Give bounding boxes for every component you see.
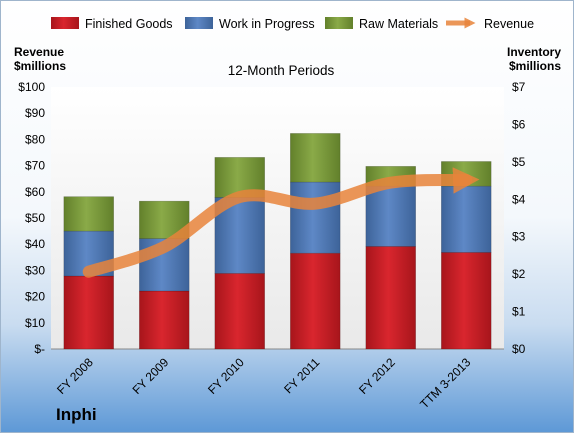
revenue-line-layer <box>82 167 480 278</box>
y-left-tick-label: $90 <box>25 106 45 120</box>
y-left-tick-label: $70 <box>25 159 45 173</box>
legend-swatch-raw-materials <box>325 17 353 29</box>
bar-raw-materials-fy-2011 <box>290 133 341 183</box>
y-left-tick-label: $- <box>34 342 45 356</box>
y-right-tick-label: $5 <box>512 155 526 169</box>
y-left-tick-label: $60 <box>25 185 45 199</box>
y-right-tick-label: $4 <box>512 192 526 206</box>
y-right-tick-label: $2 <box>512 267 526 281</box>
chart-title: 12-Month Periods <box>228 63 335 78</box>
bars-layer <box>63 133 492 350</box>
bar-work-in-progress-fy-2011 <box>290 181 341 254</box>
bar-raw-materials-fy-2008 <box>63 196 114 232</box>
y-right-tick-label: $7 <box>512 80 526 94</box>
legend-swatch-work-in-progress <box>185 17 213 29</box>
bar-finished-goods-fy-2009 <box>139 290 190 350</box>
y-right-title-line1: Inventory <box>507 45 561 59</box>
y-left-ticks: $- $10 $20 $30 $40 $50 $60 $70 $80 $90 $100 <box>18 80 45 356</box>
y-left-tick-label: $40 <box>25 237 45 251</box>
y-left-tick-label: $20 <box>25 290 45 304</box>
y-left-tick-label: $80 <box>25 132 45 146</box>
legend-label-work-in-progress: Work in Progress <box>219 17 315 31</box>
y-right-tick-label: $3 <box>512 230 526 244</box>
y-left-title-line1: Revenue <box>14 45 64 59</box>
legend-label-revenue: Revenue <box>484 17 534 31</box>
y-right-title-line2: $millions <box>509 59 561 73</box>
bar-finished-goods-fy-2010 <box>214 273 265 350</box>
bar-finished-goods-fy-2008 <box>63 275 114 350</box>
y-left-tick-label: $50 <box>25 211 45 225</box>
legend: Finished Goods Work in Progress Raw Mate… <box>51 17 534 31</box>
bar-work-in-progress-fy-2012 <box>365 185 416 247</box>
revenue-line <box>82 167 480 278</box>
legend-swatch-finished-goods <box>51 17 79 29</box>
y-left-tick-label: $10 <box>25 316 45 330</box>
y-left-tick-label: $30 <box>25 263 45 277</box>
y-right-ticks: $0 $1 $2 $3 $4 $5 $6 $7 <box>512 80 526 356</box>
legend-label-finished-goods: Finished Goods <box>85 17 173 31</box>
bar-finished-goods-fy-2012 <box>365 246 416 350</box>
y-right-tick-label: $1 <box>512 305 526 319</box>
company-name: Inphi <box>56 405 97 424</box>
bar-finished-goods-fy-2011 <box>290 252 341 350</box>
y-right-tick-label: $0 <box>512 342 526 356</box>
plot-area <box>51 87 504 349</box>
bar-finished-goods-ttm-3-2013 <box>441 252 492 350</box>
y-left-tick-label: $100 <box>18 80 45 94</box>
bar-work-in-progress-ttm-3-2013 <box>441 185 492 253</box>
y-left-title-line2: $millions <box>14 59 66 73</box>
y-right-tick-label: $6 <box>512 117 526 131</box>
legend-label-raw-materials: Raw Materials <box>359 17 438 31</box>
